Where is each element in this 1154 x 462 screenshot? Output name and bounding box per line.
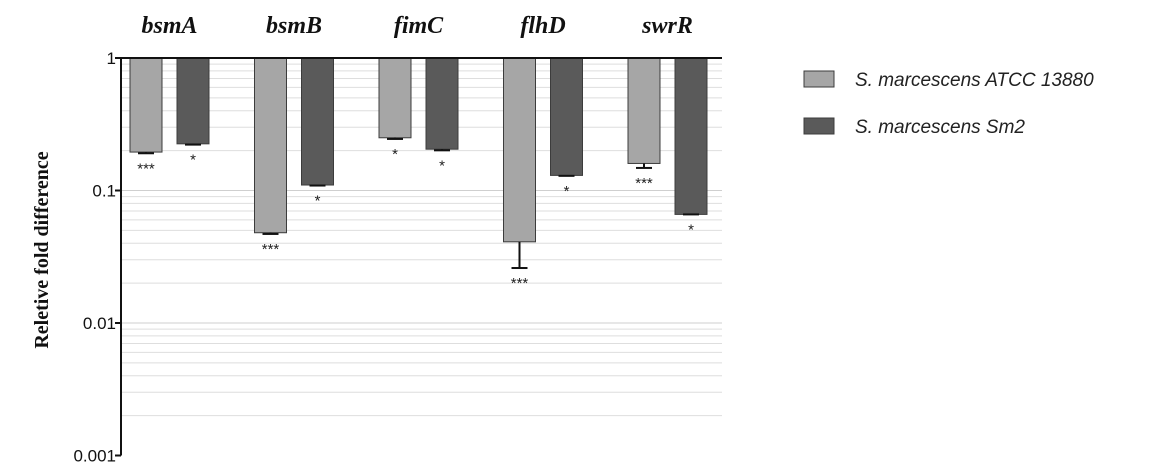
significance-marker: *** bbox=[635, 175, 653, 192]
gene-label: bsmB bbox=[266, 13, 322, 39]
gene-label: flhD bbox=[520, 13, 565, 39]
significance-marker: * bbox=[564, 183, 570, 200]
significance-marker: * bbox=[190, 152, 196, 169]
bar bbox=[129, 57, 163, 153]
significance-marker: * bbox=[315, 193, 321, 210]
bar bbox=[378, 57, 412, 139]
significance-marker: *** bbox=[137, 160, 155, 177]
y-tick-label: 0.1 bbox=[92, 182, 116, 201]
significance-marker: * bbox=[439, 157, 445, 174]
significance-markers: ****************** bbox=[137, 146, 694, 292]
grid-lines bbox=[121, 63, 722, 417]
y-tick-label: 0.001 bbox=[73, 447, 116, 462]
gene-label: bsmA bbox=[141, 13, 197, 39]
legend: S. marcescens ATCC 13880 S. marcescens Sm… bbox=[803, 70, 1094, 138]
bar bbox=[176, 57, 210, 145]
axes bbox=[120, 57, 722, 456]
significance-marker: *** bbox=[262, 241, 280, 258]
bar bbox=[550, 57, 583, 176]
significance-marker: * bbox=[688, 221, 694, 238]
significance-marker: * bbox=[392, 146, 398, 163]
y-tick-label: 0.01 bbox=[83, 314, 116, 333]
y-tick-labels: 1 0.1 0.01 0.001 bbox=[73, 49, 121, 462]
bar bbox=[627, 57, 661, 164]
gene-labels: bsmA bsmB fimC flhD swrR bbox=[141, 13, 692, 39]
gene-label: swrR bbox=[641, 13, 693, 39]
bar bbox=[425, 57, 459, 150]
legend-label: S. marcescens ATCC 13880 bbox=[855, 70, 1094, 91]
bar bbox=[254, 57, 287, 234]
bar bbox=[674, 57, 708, 215]
significance-marker: *** bbox=[511, 275, 529, 292]
y-axis-label: Reletive fold difference bbox=[31, 151, 53, 348]
legend-label: S. marcescens Sm2 bbox=[855, 117, 1025, 138]
bar bbox=[301, 57, 334, 186]
legend-swatch bbox=[803, 117, 835, 135]
y-tick-label: 1 bbox=[107, 49, 116, 68]
bar bbox=[503, 57, 536, 243]
bars bbox=[129, 57, 708, 270]
legend-swatch bbox=[803, 70, 835, 88]
gene-label: fimC bbox=[394, 13, 444, 39]
